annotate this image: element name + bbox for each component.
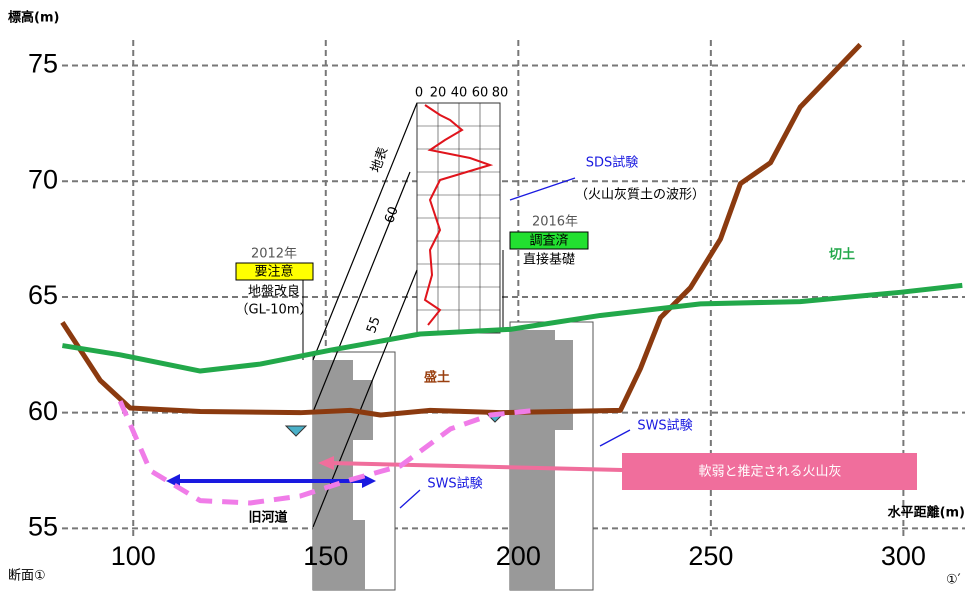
annotation: SWS試験 xyxy=(637,418,692,434)
boreholes xyxy=(302,102,594,591)
annotation: 40 xyxy=(451,86,468,101)
annotation: ①′ xyxy=(946,573,961,588)
annotation: 60 xyxy=(382,205,402,226)
annotation: 軟弱と推定される火山灰 xyxy=(698,464,841,480)
annotations: 2012年 要注意 地盤改良 （GL-10m） 2016年 調査済 直接基礎 S… xyxy=(8,10,965,588)
annotation: 55 xyxy=(364,315,384,336)
x-axis-label: 水平距離(m) xyxy=(888,505,965,521)
annotation: 20 xyxy=(430,86,447,101)
x-tick-label: 250 xyxy=(688,541,733,571)
y-tick-label: 65 xyxy=(28,280,58,310)
annotation: 地盤改良 xyxy=(248,284,300,300)
annotation: 旧河道 xyxy=(248,510,287,526)
annotation: 盛土 xyxy=(424,370,450,386)
x-tick-label: 200 xyxy=(496,541,541,571)
line xyxy=(60,42,863,418)
y-tick-label: 75 xyxy=(28,49,58,79)
annotation: 80 xyxy=(492,86,509,101)
annotation: 要注意 xyxy=(254,264,293,280)
annotation: 地表 xyxy=(369,145,392,175)
annotation: 直接基礎 xyxy=(523,252,575,268)
y-tick-label: 55 xyxy=(28,512,58,542)
line xyxy=(61,282,963,374)
y-tick-label: 70 xyxy=(28,164,58,194)
annotation: 2016年 xyxy=(532,215,578,230)
x-tick-label: 300 xyxy=(881,541,926,571)
annotation: （GL-10m） xyxy=(236,303,313,318)
x-tick-label: 100 xyxy=(111,541,156,571)
annotation: 2012年 xyxy=(251,247,297,262)
y-tick-label: 60 xyxy=(28,396,58,426)
annotation: 60 xyxy=(472,86,489,101)
annotation: 0 xyxy=(415,86,423,101)
annotation: SDS試験 xyxy=(586,155,639,171)
annotation: SWS試験 xyxy=(427,476,482,492)
y-axis-label: 標高(m) xyxy=(8,10,59,26)
annotation: 断面① xyxy=(8,569,46,584)
annotation-shapes xyxy=(166,177,917,509)
annotation: （火山灰質土の波形） xyxy=(575,188,705,203)
annotation: 切土 xyxy=(829,247,855,263)
x-tick-label: 150 xyxy=(303,541,348,571)
line xyxy=(117,400,536,506)
annotation: 調査済 xyxy=(529,233,568,249)
